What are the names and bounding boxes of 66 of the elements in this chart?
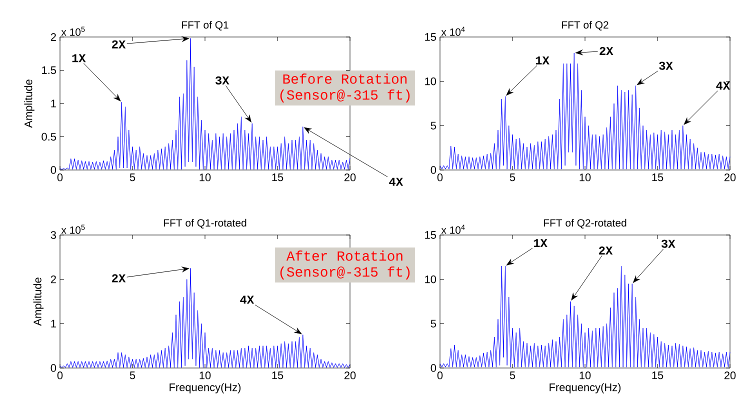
x-tick-label: 10 [200, 174, 211, 182]
chart-title: FFT of Q2-rotated [544, 218, 626, 228]
y-tick-label: 0 [430, 364, 436, 372]
x-tick-label: 20 [344, 372, 356, 380]
y-axis-title: Amplitude [33, 278, 44, 326]
y-tick-label: 0 [430, 166, 436, 174]
annotation: Before Rotation [283, 74, 407, 84]
text: x 10$^{5}$ [61, 26, 85, 36]
x-tick-label: 15 [652, 174, 664, 182]
text: x 10$^{5}$ [61, 224, 85, 234]
y-tick-label: 0 [50, 364, 56, 372]
y-tick-label: 10 [425, 77, 436, 86]
annotation: 1X [72, 54, 86, 62]
x-tick-label: 20 [724, 174, 736, 182]
annotation: 2X [112, 274, 126, 282]
text: x 10$^{4}$ [441, 26, 465, 36]
annotation: 4X [240, 296, 254, 304]
y-tick-label: 0 [50, 166, 56, 174]
annotation: After Rotation [286, 250, 402, 261]
annotation: 2X [599, 246, 613, 254]
y-tick-label: 15 [425, 33, 436, 41]
y-tick-label: 10 [425, 275, 436, 284]
y-tick-label: 5 [430, 122, 436, 130]
annotation: 2X [600, 46, 614, 55]
x-tick-label: 10 [580, 174, 591, 182]
chart-title: FFT of Q1-rotated [164, 218, 246, 228]
x-axis-title: Frequency(Hz) [550, 383, 621, 394]
x-tick-label: 5 [510, 174, 516, 182]
x-tick-label: 5 [130, 372, 136, 380]
y-tick-label: 15 [425, 231, 436, 239]
x-tick-label: 15 [652, 372, 664, 380]
annotation: (Sensor@-315 ft) [280, 266, 410, 280]
annotation: 4X [716, 82, 730, 90]
annotation: 3X [659, 62, 673, 70]
chart-title: FFT of Q1 [182, 20, 228, 30]
x-tick-label: 0 [437, 174, 443, 182]
x-tick-label: 10 [200, 372, 211, 380]
x-tick-label: 5 [510, 372, 516, 380]
annotation: (Sensor@-315 ft) [280, 89, 410, 102]
annotation: 1X [536, 56, 550, 64]
x-tick-label: 0 [57, 174, 63, 182]
y-tick-label: 1 [51, 100, 56, 108]
x-tick-label: 10 [580, 372, 591, 380]
x-tick-label: 0 [57, 372, 63, 380]
annotation: 2X [112, 40, 126, 48]
x-tick-label: 15 [272, 174, 284, 182]
annotation: 1X [534, 239, 548, 247]
x-axis-title: Frequency(Hz) [170, 383, 241, 394]
y-tick-label: 1.5 [42, 66, 56, 74]
y-axis-title: Amplitude [24, 80, 34, 128]
x-tick-label: 20 [724, 372, 736, 380]
chart-title: FFT of Q2 [562, 20, 608, 30]
y-tick-label: 1 [51, 320, 56, 328]
y-tick-label: 2 [50, 33, 56, 41]
x-tick-label: 15 [272, 372, 284, 380]
y-tick-label: 2 [50, 276, 56, 284]
x-tick-label: 5 [130, 174, 136, 182]
annotation: 3X [662, 240, 676, 248]
y-tick-label: 3 [50, 231, 56, 239]
annotation: 4X [389, 178, 404, 186]
x-tick-label: 0 [437, 372, 443, 380]
y-tick-label: 0.5 [42, 132, 56, 141]
text: x 10$^{4}$ [441, 224, 465, 234]
y-tick-label: 5 [430, 320, 436, 328]
x-tick-label: 20 [344, 174, 356, 182]
annotation: 3X [216, 76, 230, 85]
